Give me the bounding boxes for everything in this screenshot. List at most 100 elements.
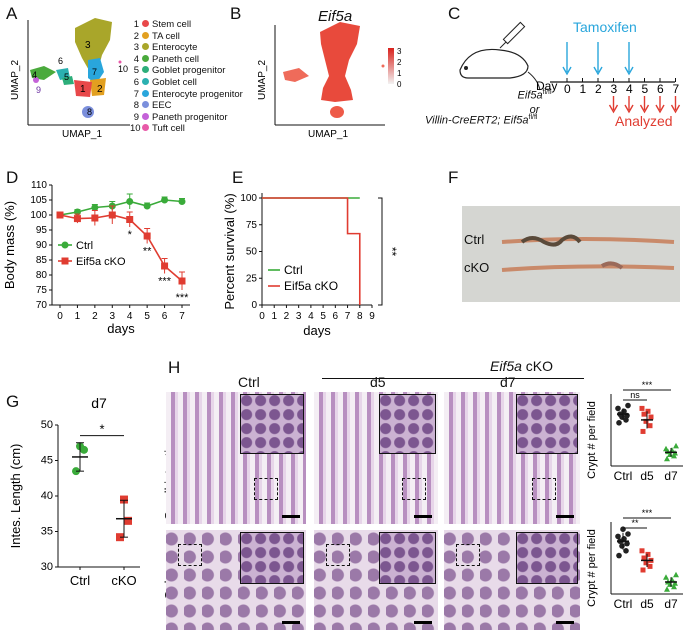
y-tick-label: 110 — [31, 180, 47, 191]
scale-bar — [282, 515, 300, 518]
data-point — [640, 567, 646, 573]
y-axis-title: Crypt # per field — [586, 529, 598, 607]
genotype1: Eif5a — [517, 89, 543, 102]
cluster-color-dot — [142, 31, 149, 39]
day-tick-label: 2 — [595, 82, 602, 96]
umap-b-ylabel: UMAP_2 — [257, 60, 268, 100]
cluster-legend-item: 4 Paneth cell — [130, 54, 243, 66]
histology-image-colon-d7 — [444, 530, 580, 630]
survival-line-1 — [262, 197, 361, 305]
significance-mark: * — [99, 422, 104, 437]
data-point — [143, 202, 151, 210]
data-point — [663, 445, 669, 452]
panel-d-label: D — [6, 168, 19, 187]
data-point — [124, 516, 132, 525]
x-axis-title: days — [107, 321, 135, 336]
day-tick-label: 1 — [580, 82, 587, 96]
cluster-color-dot — [142, 77, 149, 85]
cluster-legend-name: Enterocyte progenitor — [152, 88, 243, 100]
histology-inset — [516, 532, 578, 584]
cluster-2-num: 2 — [97, 84, 103, 95]
cluster-7-blob — [88, 58, 104, 84]
y-tick-label: 50 — [41, 419, 53, 431]
significance-mark: ** — [631, 518, 639, 528]
legend-label: Ctrl — [76, 240, 93, 252]
data-point — [161, 262, 169, 270]
analyzed-arrowhead — [639, 104, 650, 114]
x-tick-label: 5 — [144, 311, 150, 322]
body-mass-chart: 70 75 80 85 90 95 100 105 110 0 1 2 3 4 5 6 7 days Body ma… — [2, 180, 190, 336]
significance-mark: ** — [385, 247, 399, 257]
data-point — [620, 526, 626, 532]
x-tick-label: 7 — [179, 311, 185, 322]
genotype2-eif: ; Eif5a — [497, 114, 529, 127]
x-tick-label: 3 — [110, 311, 116, 322]
data-point — [641, 411, 647, 417]
expression-left-blob — [283, 68, 309, 82]
cluster-legend-num: 1 — [133, 19, 139, 30]
scale-bar — [414, 621, 432, 624]
significance-bracket — [378, 197, 383, 306]
photo-ctrl-label: Ctrl — [464, 232, 485, 247]
umap-cluster-plot: 3 7 2 1 6 5 4 9 8 10 UMAP_1 UMAP_2 — [10, 18, 130, 140]
cluster-legend-name: Stem cell — [152, 19, 192, 30]
data-point — [645, 408, 651, 414]
genotype2-cre: Villin-CreERT2 — [425, 114, 498, 127]
y-tick-label: 105 — [30, 195, 47, 206]
data-point — [143, 232, 151, 240]
panel-g-label: G — [6, 392, 20, 411]
col-label-d5: d5 — [370, 374, 386, 390]
cluster-color-dot — [142, 124, 149, 132]
cko-group-bracket — [322, 378, 584, 379]
data-point — [663, 574, 669, 580]
intestine-photo-graphic — [501, 234, 675, 272]
cluster-legend-num: 2 — [133, 30, 139, 42]
tamoxifen-arrowhead — [624, 66, 634, 76]
day-axis-label: Day — [536, 79, 557, 93]
tamoxifen-arrowhead — [593, 66, 603, 76]
data-point — [625, 531, 631, 537]
col-label-d7: d7 — [500, 374, 516, 390]
x-tick-label: 6 — [162, 311, 168, 322]
histology-inset-region — [532, 478, 556, 500]
data-point — [639, 405, 645, 411]
y-axis-title: Crypt # per field — [586, 401, 598, 479]
cluster-1-blob — [74, 80, 92, 97]
y-tick-label: 75 — [36, 285, 48, 296]
cluster-9-blob — [33, 77, 39, 83]
data-point — [643, 418, 649, 424]
cluster-5-blob — [62, 76, 74, 85]
umap-b-xlabel: UMAP_1 — [308, 129, 348, 140]
data-point — [623, 548, 629, 554]
analyzed-label: Analyzed — [615, 113, 673, 129]
colorbar-tick-0: 0 — [397, 80, 402, 89]
cluster-4-num: 4 — [32, 70, 37, 80]
y-tick-label: 100 — [240, 193, 257, 204]
histology-inset — [379, 532, 436, 584]
cluster-legend-item: 5 Goblet progenitor — [130, 65, 243, 77]
analyzed-arrowhead — [608, 104, 619, 114]
y-tick-label: 100 — [30, 210, 47, 221]
umap-expression-plot: 3 2 1 0 UMAP_1 UMAP_2 — [257, 22, 402, 140]
small-intestine-crypt-chart: Crypt # per field Ctrl d5 d7 ns*** — [586, 380, 683, 483]
chart-title: d7 — [91, 395, 107, 411]
expression-bottom-blob — [330, 106, 344, 118]
histology-inset — [516, 394, 578, 454]
legend-label: Eif5a cKO — [284, 279, 338, 293]
panel-c-label: C — [448, 4, 461, 23]
histology-inset-region — [326, 544, 350, 566]
cluster-legend: 1 Stem cell 2 TA cell 3 Enterocyte 4 Paneth cel… — [130, 19, 243, 135]
y-tick-label: 25 — [246, 273, 258, 284]
cluster-legend-num: 7 — [133, 88, 139, 100]
cluster-legend-num: 3 — [133, 42, 139, 54]
panel-h-label: H — [168, 358, 181, 377]
cluster-legend-num: 4 — [133, 53, 139, 65]
photo-cko-label: cKO — [464, 260, 490, 275]
x-tick-label: 8 — [357, 311, 363, 322]
expression-main-blob — [320, 22, 360, 102]
analyzed-arrowhead — [624, 104, 634, 114]
y-tick-label: 30 — [41, 561, 53, 573]
cko-group-title-italic: Eif5a — [490, 358, 522, 374]
intestine-photo: Ctrl cKO — [462, 206, 680, 302]
